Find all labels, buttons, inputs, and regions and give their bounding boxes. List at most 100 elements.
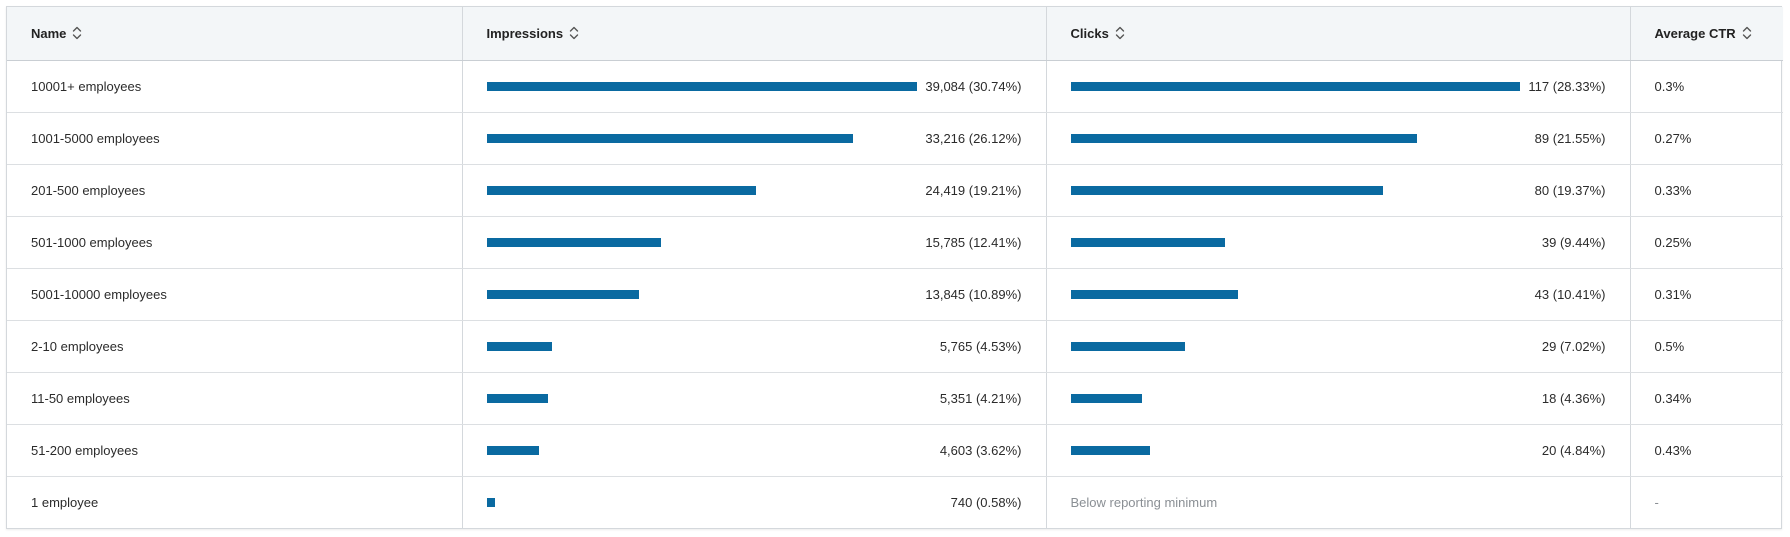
column-header-clicks[interactable]: Clicks [1046,7,1631,61]
impressions-cell: 5,351 (4.21%) [462,372,1047,425]
clicks-cell: 43 (10.41%) [1046,268,1631,321]
column-header-clicks-label: Clicks [1070,25,1109,41]
column-header-ctr-label: Average CTR [1654,25,1736,41]
column-header-name[interactable]: Name [7,7,463,61]
impressions-bar [486,497,496,507]
row-name: 11-50 employees [7,372,463,425]
clicks-cell: 89 (21.55%) [1046,112,1631,165]
ctr-value: 0.25% [1630,216,1783,269]
impressions-value: 13,845 (10.89%) [925,286,1022,302]
ctr-value: 0.27% [1630,112,1783,165]
row-name: 51-200 employees [7,424,463,477]
row-name: 501-1000 employees [7,216,463,269]
row-name: 1001-5000 employees [7,112,463,165]
clicks-value: 89 (21.55%) [1534,130,1606,146]
clicks-bar [1070,185,1383,195]
table-body: 10001+ employees 39,084 (30.74%) 117 (28… [7,60,1783,528]
clicks-bar-track [1070,341,1534,351]
row-name: 201-500 employees [7,164,463,217]
impressions-value: 24,419 (19.21%) [925,182,1022,198]
sort-icon[interactable] [1742,26,1752,40]
impressions-bar-track [486,237,918,247]
clicks-bar-track [1070,81,1521,91]
impressions-bar [486,185,756,195]
impressions-bar-track [486,497,943,507]
table-row: 11-50 employees 5,351 (4.21%) 18 (4.36%)… [7,372,1783,425]
clicks-cell: 80 (19.37%) [1046,164,1631,217]
clicks-bar-track [1070,289,1527,299]
clicks-value: 18 (4.36%) [1541,390,1606,406]
column-header-name-label: Name [31,25,67,41]
clicks-bar-track [1070,185,1527,195]
column-header-impressions[interactable]: Impressions [462,7,1047,61]
impressions-bar-track [486,393,932,403]
ctr-value: 0.31% [1630,268,1783,321]
clicks-bar-track [1070,237,1534,247]
impressions-cell: 24,419 (19.21%) [462,164,1047,217]
clicks-value: 20 (4.84%) [1541,442,1606,458]
impressions-cell: 33,216 (26.12%) [462,112,1047,165]
ctr-value: - [1654,494,1659,510]
impressions-value: 4,603 (3.62%) [939,442,1022,458]
impressions-value: 5,765 (4.53%) [939,338,1022,354]
clicks-cell: 39 (9.44%) [1046,216,1631,269]
impressions-cell: 39,084 (30.74%) [462,60,1047,113]
row-name: 10001+ employees [7,60,463,113]
clicks-bar [1070,289,1239,299]
impressions-cell: 740 (0.58%) [462,476,1047,528]
clicks-bar [1070,81,1521,91]
sort-icon[interactable] [72,26,82,40]
clicks-value: 39 (9.44%) [1541,234,1606,250]
table-row: 51-200 employees 4,603 (3.62%) 20 (4.84%… [7,424,1783,477]
clicks-cell: 117 (28.33%) [1046,60,1631,113]
clicks-bar [1070,133,1418,143]
impressions-bar-track [486,185,918,195]
clicks-bar-track [1070,445,1534,455]
impressions-bar [486,341,553,351]
clicks-bar [1070,445,1150,455]
impressions-cell: 4,603 (3.62%) [462,424,1047,477]
sort-icon[interactable] [569,26,579,40]
impressions-value: 33,216 (26.12%) [925,130,1022,146]
clicks-value: 117 (28.33%) [1528,78,1606,94]
impressions-cell: 15,785 (12.41%) [462,216,1047,269]
impressions-cell: 5,765 (4.53%) [462,320,1047,373]
row-name: 1 employee [7,476,463,528]
impressions-cell: 13,845 (10.89%) [462,268,1047,321]
impressions-bar-track [486,81,918,91]
impressions-bar-track [486,289,918,299]
row-name: 2-10 employees [7,320,463,373]
ctr-value: 0.5% [1630,320,1783,373]
impressions-value: 740 (0.58%) [950,494,1022,510]
impressions-bar [486,133,853,143]
impressions-bar-track [486,133,918,143]
impressions-value: 5,351 (4.21%) [939,390,1022,406]
table-row: 201-500 employees 24,419 (19.21%) 80 (19… [7,164,1783,217]
sort-icon[interactable] [1115,26,1125,40]
clicks-cell: 29 (7.02%) [1046,320,1631,373]
column-header-ctr[interactable]: Average CTR [1630,7,1783,61]
impressions-bar-track [486,341,932,351]
clicks-value: 80 (19.37%) [1534,182,1606,198]
demographics-table: Name Impressions Clicks [7,7,1783,528]
impressions-value: 39,084 (30.74%) [925,78,1022,94]
ctr-value: 0.3% [1630,60,1783,113]
impressions-bar-track [486,445,932,455]
below-minimum-note: Below reporting minimum [1070,494,1218,510]
clicks-bar [1070,393,1142,403]
impressions-bar [486,393,548,403]
ctr-value: 0.33% [1630,164,1783,217]
ctr-value: 0.34% [1630,372,1783,425]
company-size-table: Name Impressions Clicks [6,6,1783,529]
column-header-impressions-label: Impressions [486,25,564,41]
row-name: 5001-10000 employees [7,268,463,321]
clicks-cell: 18 (4.36%) [1046,372,1631,425]
clicks-bar-track [1070,393,1534,403]
clicks-bar [1070,237,1225,247]
impressions-bar [486,289,640,299]
table-row: 10001+ employees 39,084 (30.74%) 117 (28… [7,60,1783,113]
impressions-bar [486,81,918,91]
table-row: 5001-10000 employees 13,845 (10.89%) 43 … [7,268,1783,321]
clicks-cell: 20 (4.84%) [1046,424,1631,477]
table-row: 501-1000 employees 15,785 (12.41%) 39 (9… [7,216,1783,269]
